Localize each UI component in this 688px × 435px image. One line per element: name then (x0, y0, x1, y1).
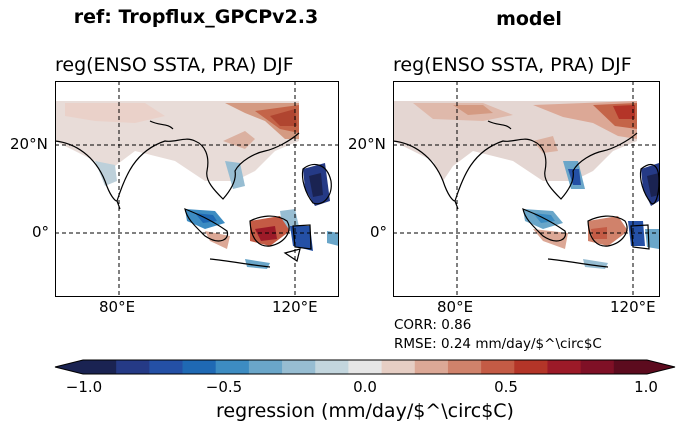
colorbar-tick-minus-0-5: −0.5 (205, 378, 243, 396)
left-lat-label-0: 0° (32, 223, 50, 241)
colorbar-outline (54, 359, 676, 375)
colorbar-segment (282, 360, 316, 374)
left-lat-label-20n: 20°N (10, 135, 48, 153)
colorbar-segment (613, 360, 648, 374)
colorbar-segment (83, 360, 117, 374)
colorbar-segment (315, 360, 349, 374)
colorbar-tick-1: 1.0 (634, 378, 658, 396)
left-suptitle: ref: Tropflux_GPCPv2.3 (73, 6, 319, 28)
left-map (54, 81, 339, 297)
right-lon-label-80e: 80°E (437, 298, 474, 316)
right-panel-title: reg(ENSO SSTA, PRA) DJF (393, 54, 632, 76)
left-lon-label-120e: 120°E (272, 298, 318, 316)
right-lon-label-120e: 120°E (610, 298, 656, 316)
colorbar-segment (348, 360, 383, 374)
right-lat-label-20n: 20°N (348, 135, 386, 153)
colorbar-tick-minus-1: −1.0 (65, 378, 103, 396)
right-map (392, 81, 660, 297)
colorbar-segment (149, 360, 184, 374)
left-panel-title: reg(ENSO SSTA, PRA) DJF (55, 54, 294, 76)
colorbar-segment (580, 360, 615, 374)
right-lat-label-0: 0° (370, 223, 388, 241)
colorbar (54, 359, 676, 375)
colorbar-tick-0: 0.0 (353, 378, 377, 396)
colorbar-segment (514, 360, 548, 374)
colorbar-segment (547, 360, 582, 374)
colorbar-label: regression (mm/day/$^\circ$C) (216, 400, 514, 422)
corr-text: CORR: 0.86 (394, 317, 472, 333)
colorbar-extend-min (55, 360, 83, 374)
colorbar-segment (248, 360, 283, 374)
left-lon-label-80e: 80°E (99, 298, 136, 316)
colorbar-segment (481, 360, 515, 374)
colorbar-segment (182, 360, 217, 374)
colorbar-segment (381, 360, 416, 374)
colorbar-segment (447, 360, 482, 374)
colorbar-tick-0-5: 0.5 (494, 378, 518, 396)
colorbar-extend-max (647, 360, 675, 374)
right-suptitle: model (496, 8, 562, 30)
rmse-text: RMSE: 0.24 mm/day/$^\circ$C (394, 336, 602, 352)
colorbar-segment (116, 360, 150, 374)
colorbar-segment (414, 360, 449, 374)
colorbar-segment (215, 360, 250, 374)
